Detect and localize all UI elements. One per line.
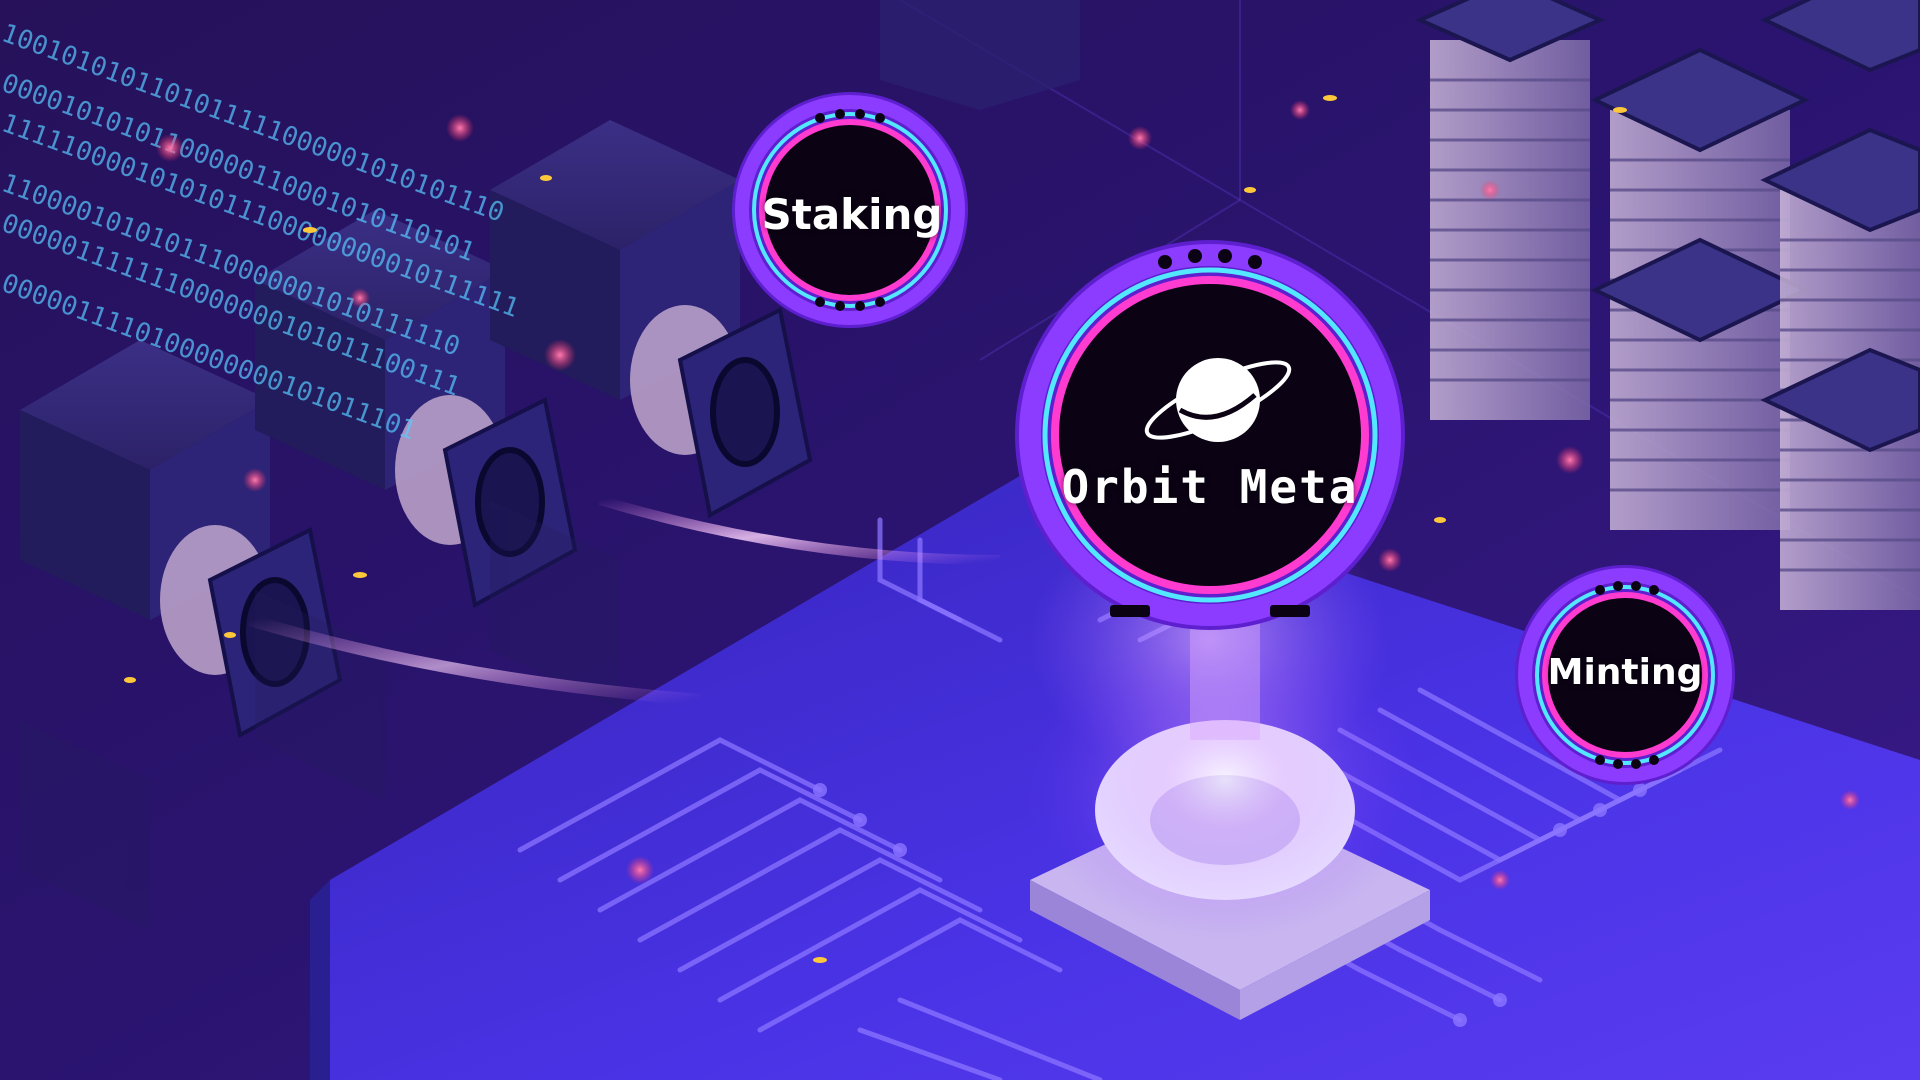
staking-label: Staking xyxy=(761,190,943,239)
planet-ring-icon xyxy=(1144,358,1292,442)
particles xyxy=(124,95,1860,963)
staking-badge xyxy=(732,92,968,328)
orbit-meta-badge xyxy=(1015,240,1405,630)
server-stacks xyxy=(1415,0,1920,610)
left-connector-cubes xyxy=(20,120,813,930)
minting-label: Minting xyxy=(1547,652,1703,693)
orbit-meta-title: Orbit Meta xyxy=(1061,460,1359,514)
minting-badge xyxy=(1515,565,1735,785)
